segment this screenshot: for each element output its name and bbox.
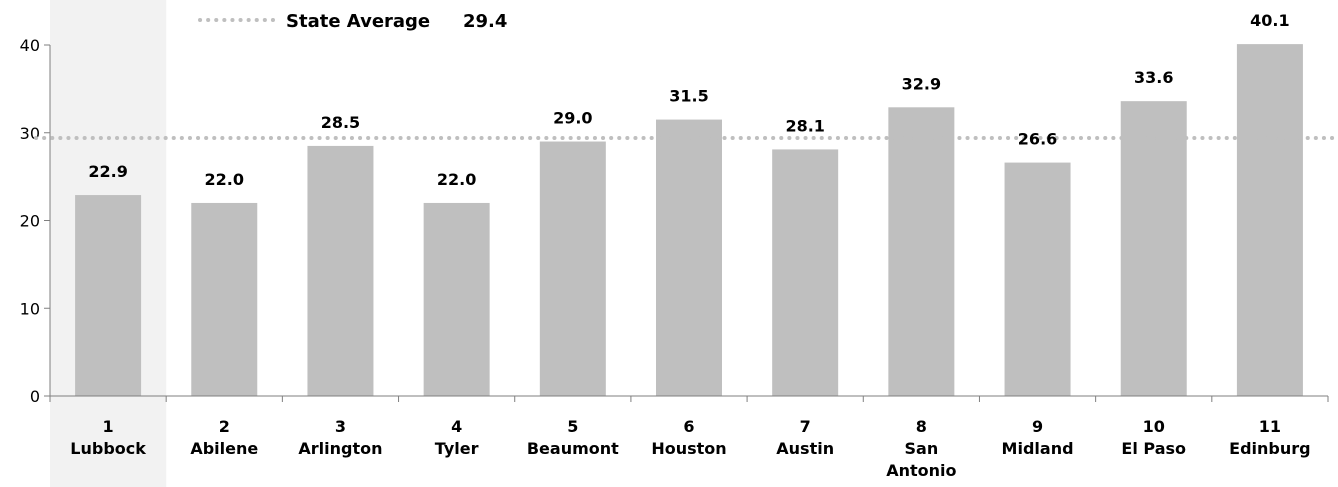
legend-label: State Average	[286, 11, 430, 32]
bar-value-label: 22.0	[437, 170, 476, 189]
bar	[656, 119, 722, 397]
x-category-label-line: 6	[683, 417, 694, 436]
x-category-label-line: El Paso	[1121, 439, 1186, 458]
bar-value-label: 22.9	[88, 162, 127, 181]
x-category-label-line: Midland	[1002, 439, 1074, 458]
x-category-label-line: 3	[335, 417, 346, 436]
y-tick-label: 10	[20, 299, 40, 318]
x-category-label-line: Houston	[651, 439, 726, 458]
x-category-label-line: Austin	[776, 439, 834, 458]
x-category-label: 7 Austin	[776, 417, 834, 458]
value-labels: 22.9 22.0 28.5 22.0 29.0 31.5 28.1 32.9 26.6 33.6…	[88, 11, 1289, 189]
x-category-label: 10 El Paso	[1121, 417, 1186, 458]
y-tick-label: 0	[30, 387, 40, 406]
bar	[888, 107, 955, 397]
bar-value-label: 40.1	[1250, 11, 1289, 30]
x-category-label-line: Edinburg	[1229, 439, 1310, 458]
bar-value-label: 32.9	[902, 74, 941, 93]
x-category-label-line: Abilene	[190, 439, 258, 458]
x-category-label: 1 Lubbock	[70, 417, 146, 458]
x-category-label-line: San	[905, 439, 939, 458]
x-category-label-line: 11	[1259, 417, 1281, 436]
bar-value-label: 31.5	[669, 87, 708, 106]
bar-value-label: 29.0	[553, 109, 592, 128]
bar-value-label: 26.6	[1018, 130, 1057, 149]
x-category-label: 6 Houston	[651, 417, 726, 458]
y-axis: 0 10 20 30 40	[20, 36, 51, 406]
bar	[75, 195, 142, 396]
legend: State Average 29.4	[198, 11, 507, 32]
x-category-label-line: 2	[219, 417, 230, 436]
legend-value: 29.4	[463, 11, 507, 32]
bar	[1236, 44, 1303, 397]
x-category-label-line: Arlington	[298, 439, 382, 458]
x-category-label-line: 7	[800, 417, 811, 436]
bar	[423, 202, 490, 396]
x-category-label-line: Lubbock	[70, 439, 146, 458]
x-category-label-line: Antonio	[886, 461, 956, 480]
bars	[75, 44, 1303, 397]
y-tick-label: 20	[20, 212, 40, 231]
x-category-label-line: 5	[567, 417, 578, 436]
x-category-label-line: 4	[451, 417, 462, 436]
x-category-label: 4 Tyler	[435, 417, 479, 458]
x-category-label-line: Beaumont	[527, 439, 619, 458]
bar-value-label: 33.6	[1134, 68, 1173, 87]
x-category-label-line: 10	[1143, 417, 1165, 436]
x-category-label-line: 9	[1032, 417, 1043, 436]
y-tick-label: 40	[20, 36, 40, 55]
bar	[1004, 162, 1071, 396]
x-axis: 1 Lubbock 2 Abilene 3 Arlington 4 Tyler 5 Beaumon…	[49, 395, 1329, 480]
bar	[1120, 101, 1187, 396]
x-category-label-line: 1	[103, 417, 114, 436]
x-category-label: 3 Arlington	[298, 417, 382, 458]
x-category-label-line: Tyler	[435, 439, 479, 458]
y-tick-label: 30	[20, 124, 40, 143]
bar	[191, 202, 258, 396]
x-category-label: 2 Abilene	[190, 417, 258, 458]
x-category-label: 5 Beaumont	[527, 417, 619, 458]
bar-value-label: 28.1	[785, 116, 824, 135]
x-category-label: 11 Edinburg	[1229, 417, 1310, 458]
bar-value-label: 22.0	[205, 170, 244, 189]
bar	[772, 149, 839, 396]
x-category-label: 9 Midland	[1002, 417, 1074, 458]
x-category-label-line: 8	[916, 417, 927, 436]
bar-value-label: 28.5	[321, 113, 360, 132]
bar	[539, 141, 606, 396]
bar	[307, 145, 374, 396]
x-category-label: 8 San Antonio	[886, 417, 956, 480]
